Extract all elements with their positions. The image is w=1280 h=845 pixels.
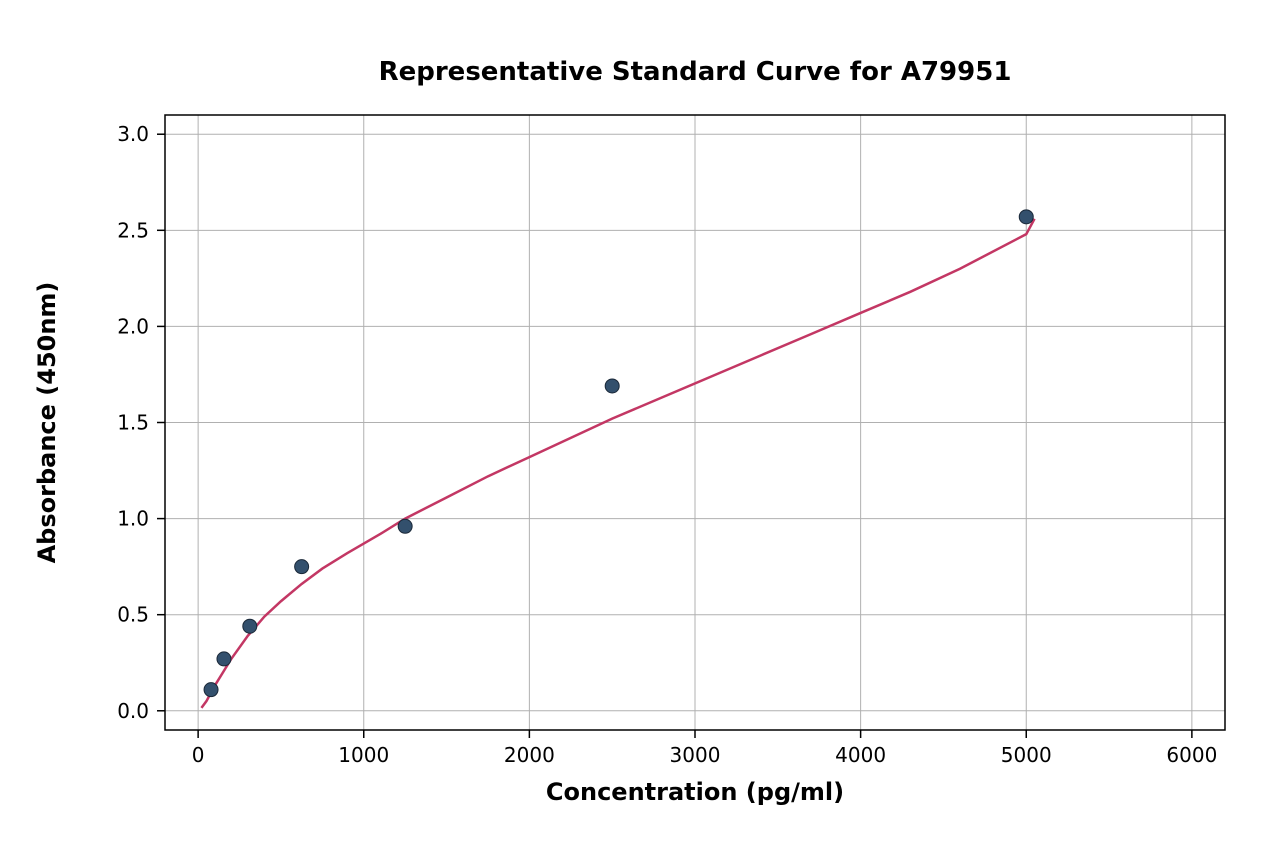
data-point: [217, 652, 231, 666]
chart-container: 0 1000 2000 3000 4000 5000 6000 0.0 0.5 1.0 1.5 2.0…: [0, 0, 1280, 845]
data-point: [1019, 210, 1033, 224]
chart-title: Representative Standard Curve for A79951: [379, 57, 1012, 87]
data-point: [605, 379, 619, 393]
data-point: [398, 519, 412, 533]
chart-svg: 0 1000 2000 3000 4000 5000 6000 0.0 0.5 1.0 1.5 2.0…: [0, 0, 1280, 845]
data-point: [295, 560, 309, 574]
xtick-label: 3000: [670, 743, 721, 767]
ytick-label: 0.0: [117, 699, 149, 723]
ytick-label: 1.0: [117, 507, 149, 531]
xtick-label: 1000: [338, 743, 389, 767]
ytick-label: 1.5: [117, 411, 149, 435]
xtick-label: 6000: [1166, 743, 1217, 767]
ytick-label: 2.0: [117, 314, 149, 338]
xtick-label: 0: [192, 743, 205, 767]
ytick-label: 2.5: [117, 218, 149, 242]
y-axis-label: Absorbance (450nm): [33, 282, 61, 564]
ytick-label: 0.5: [117, 603, 149, 627]
ytick-label: 3.0: [117, 122, 149, 146]
xtick-label: 4000: [835, 743, 886, 767]
data-point: [243, 619, 257, 633]
xtick-label: 5000: [1001, 743, 1052, 767]
x-axis-label: Concentration (pg/ml): [546, 778, 844, 806]
xtick-label: 2000: [504, 743, 555, 767]
data-point: [204, 683, 218, 697]
